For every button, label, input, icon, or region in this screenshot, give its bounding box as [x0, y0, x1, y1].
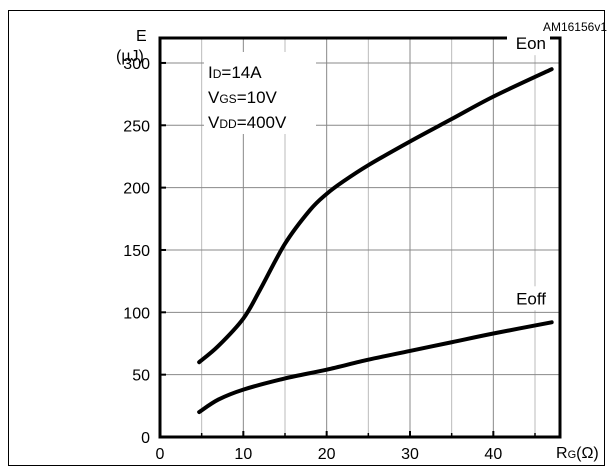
y-axis-unit: (µJ)	[116, 48, 144, 65]
conditions-background	[204, 52, 316, 134]
figure-frame	[8, 10, 605, 466]
condition-label: ID=14A	[208, 63, 262, 82]
x-tick-label: 10	[234, 446, 252, 463]
watermark-id: AM16156v1	[542, 20, 607, 34]
y-tick-label: 300	[123, 56, 150, 73]
y-axis-title: E	[136, 28, 147, 45]
series-label-eoff: Eoff	[516, 289, 546, 308]
y-tick-label: 0	[141, 430, 150, 447]
series-lines	[197, 67, 554, 415]
series-label-bg	[507, 31, 550, 56]
conditions-box: ID=14A VGS=10V VDD=400V	[204, 52, 316, 134]
y-tick-label: 50	[132, 368, 150, 385]
plot-border	[158, 36, 562, 439]
x-tick-label: 40	[484, 446, 502, 463]
x-tick-label: 0	[156, 446, 165, 463]
y-tick-label: 250	[123, 118, 150, 135]
y-tick-label: 150	[123, 243, 150, 260]
x-axis-title: RG(Ω)	[556, 445, 599, 463]
tick-labels: 0 10 20 30 40 0 50 100 150 200 250 300	[123, 56, 502, 463]
x-axis-title-sub: G	[567, 449, 577, 461]
y-tick-label: 100	[123, 305, 150, 322]
series-label-bg	[496, 286, 550, 311]
x-tick-label: 20	[318, 446, 336, 463]
x-tick-label: 30	[401, 446, 419, 463]
y-tick-label: 200	[123, 181, 150, 198]
x-axis-title-main: R	[556, 445, 568, 462]
series-line-eoff	[197, 320, 554, 415]
series-line-eon	[197, 67, 554, 365]
series-label-eon: Eon	[516, 34, 546, 53]
x-axis-title-unit: (Ω)	[576, 445, 599, 462]
condition-label: VGS=10V	[208, 88, 278, 107]
condition-label: VDD=400V	[208, 113, 287, 132]
series-labels: Eon Eoff	[496, 31, 550, 311]
